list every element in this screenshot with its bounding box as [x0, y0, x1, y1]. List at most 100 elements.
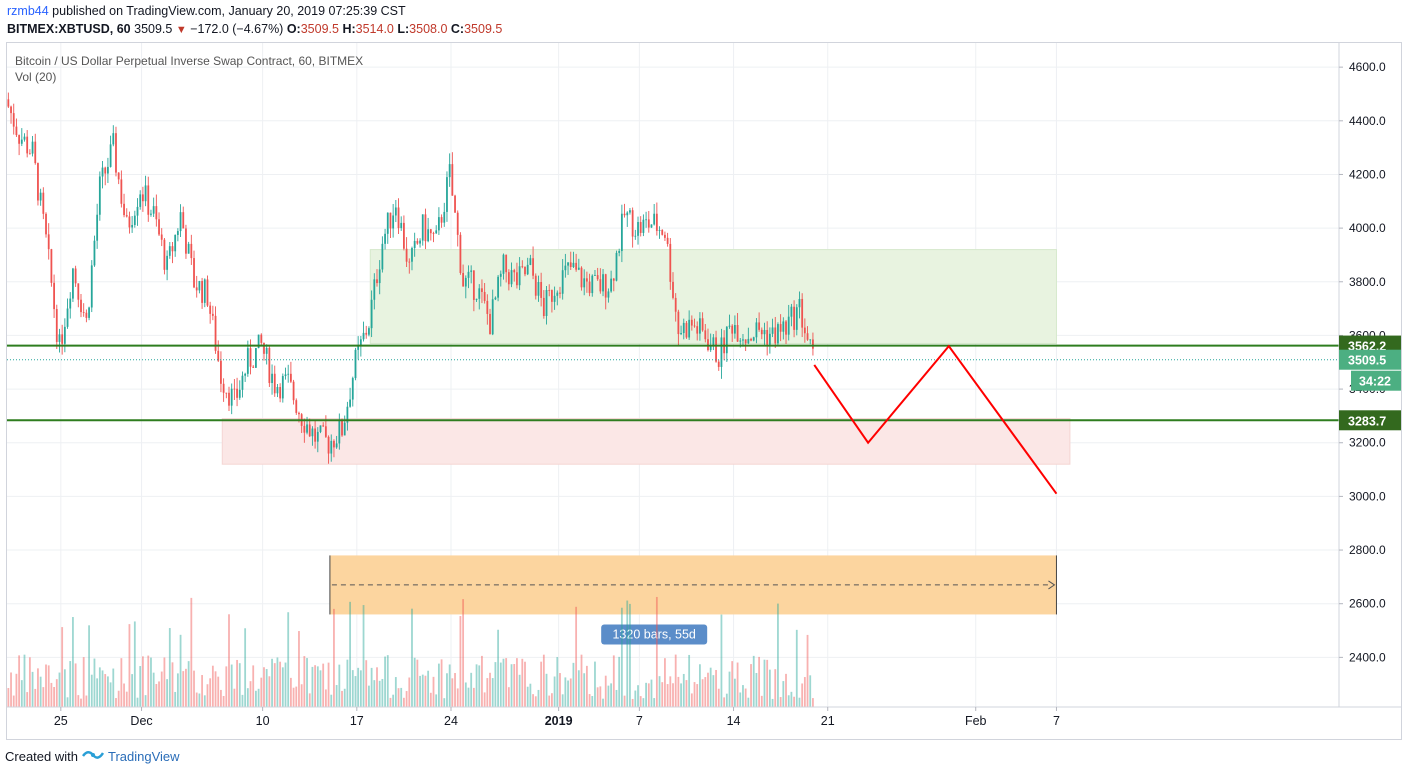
volume-bar	[120, 658, 123, 707]
volume-bar	[650, 679, 653, 707]
volume-bar	[470, 672, 473, 707]
candle-body	[354, 349, 357, 379]
candle-body	[785, 321, 787, 335]
volume-bar	[785, 673, 787, 707]
drawing-boxes: 1320 bars, 55d	[221, 249, 1071, 645]
candle-body	[284, 374, 287, 377]
candle-body	[725, 326, 728, 354]
candle-body	[18, 135, 21, 144]
tradingview-logo-icon[interactable]	[81, 748, 105, 765]
volume-bar	[255, 690, 257, 707]
candle-body	[252, 366, 255, 368]
candle-body	[411, 248, 413, 262]
candle-body	[575, 262, 578, 270]
candle-body	[171, 246, 174, 252]
candle-body	[182, 212, 185, 229]
volume-bar	[370, 667, 373, 707]
volume-bar	[432, 676, 435, 707]
volume-bar	[109, 682, 112, 707]
volume-bar	[147, 655, 150, 707]
candle-body	[779, 324, 782, 332]
volume-bar	[658, 676, 661, 707]
volume-bar	[182, 671, 185, 707]
volume-bar	[257, 688, 260, 707]
volume-bar	[615, 689, 618, 707]
candle-body	[639, 222, 642, 233]
tradingview-brand[interactable]: TradingView	[107, 749, 180, 764]
volume-bar	[381, 678, 384, 707]
candle-body	[236, 388, 238, 398]
last-price-tag	[1339, 349, 1401, 370]
candle-body	[459, 234, 462, 273]
volume-bar	[330, 694, 333, 707]
chart-frame[interactable]	[6, 42, 1402, 740]
candle-body	[386, 212, 389, 234]
open-value: 3509.5	[300, 22, 339, 36]
volume-bar	[359, 670, 362, 707]
volume-bar	[677, 676, 680, 707]
volume-bar	[338, 664, 341, 707]
candle-body	[359, 339, 362, 346]
volume-bar	[777, 603, 779, 707]
volume-bar	[723, 697, 726, 707]
candle-body	[265, 347, 268, 354]
volume-bar	[211, 665, 214, 707]
candle-body	[117, 172, 120, 180]
volume-bar	[300, 684, 303, 707]
volume-bar	[26, 692, 29, 707]
candle-body	[168, 246, 171, 256]
volume-bar	[405, 691, 408, 707]
volume-bar	[744, 688, 747, 707]
volume-bar	[437, 663, 440, 707]
volume-bar	[540, 661, 543, 707]
candle-body	[742, 339, 744, 341]
open-label: O:	[286, 22, 301, 36]
volume-bar	[166, 679, 169, 707]
volume-bar	[483, 692, 486, 707]
volume-bar	[421, 674, 424, 707]
volume-bar	[171, 662, 174, 707]
candle-body	[370, 299, 373, 329]
candle-body	[373, 279, 376, 300]
volume-bar	[139, 666, 142, 707]
candle-body	[185, 228, 187, 254]
volume-bar	[378, 680, 381, 707]
volume-bar	[335, 685, 338, 707]
candle-body	[125, 215, 128, 217]
volume-bar	[766, 659, 769, 707]
volume-bar	[66, 697, 69, 707]
candle-body	[96, 214, 99, 241]
candle-body	[308, 424, 311, 437]
volume-bar	[185, 668, 187, 707]
candle-body	[537, 282, 540, 296]
candle-body	[152, 206, 155, 214]
author-link[interactable]: rzmb44	[7, 4, 49, 18]
volume-bar	[354, 676, 357, 707]
candle-body	[567, 262, 569, 266]
candle-body	[244, 373, 247, 376]
volume-bar	[553, 676, 556, 707]
candle-body	[645, 219, 647, 221]
volume-bar	[575, 606, 578, 707]
candle-body	[771, 327, 774, 334]
candle-body	[120, 179, 123, 204]
candle-body	[696, 326, 699, 334]
volume-bar	[545, 673, 548, 707]
created-with-text: Created with	[5, 749, 78, 764]
volume-bar	[392, 694, 395, 707]
candle-body	[739, 340, 742, 342]
y-tick-label: 3200.0	[1349, 436, 1386, 450]
volume-bar	[464, 682, 467, 707]
volume-bar	[752, 655, 755, 707]
volume-bar	[362, 605, 365, 707]
volume-bar	[580, 654, 583, 707]
candle-body	[193, 258, 195, 288]
volume-bar	[316, 666, 319, 707]
candle-body	[147, 185, 150, 215]
candle-body	[437, 217, 440, 231]
volume-bar	[397, 688, 400, 707]
volume-bar	[577, 670, 580, 707]
high-label: H:	[342, 22, 356, 36]
volume-bar	[787, 695, 790, 707]
